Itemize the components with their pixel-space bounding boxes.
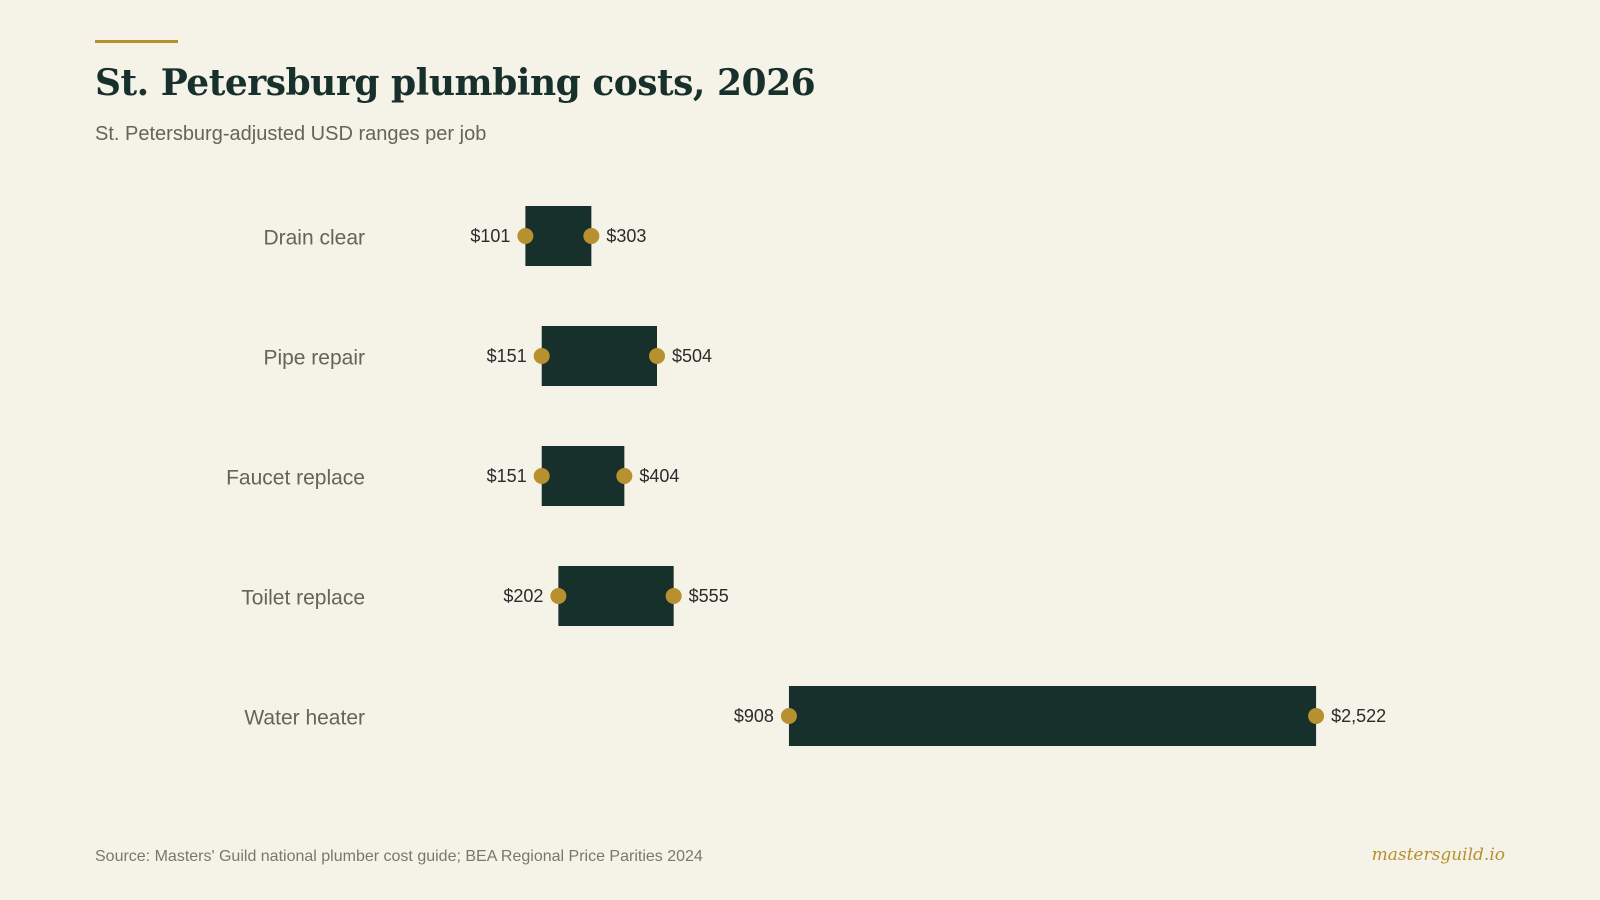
- high-value-label: $555: [689, 586, 729, 606]
- high-endpoint: [1308, 708, 1325, 724]
- high-endpoint: [583, 228, 600, 244]
- high-endpoint: [616, 468, 633, 484]
- low-value-label: $151: [487, 466, 527, 486]
- low-endpoint: [550, 588, 567, 604]
- high-endpoint: [665, 588, 682, 604]
- category-label: Faucet replace: [226, 467, 365, 490]
- accent-rule: [95, 40, 178, 43]
- source-note: Source: Masters' Guild national plumber …: [95, 848, 703, 865]
- low-endpoint: [533, 348, 550, 364]
- category-label: Drain clear: [263, 227, 365, 250]
- page-subtitle: St. Petersburg-adjusted USD ranges per j…: [95, 123, 487, 145]
- low-endpoint: [533, 468, 550, 484]
- high-value-label: $2,522: [1331, 706, 1386, 726]
- high-value-label: $303: [606, 226, 646, 246]
- high-endpoint: [649, 348, 666, 364]
- page-title: St. Petersburg plumbing costs, 2026: [95, 62, 816, 104]
- low-value-label: $151: [487, 346, 527, 366]
- category-label: Water heater: [244, 707, 365, 730]
- range-bar: [541, 446, 625, 506]
- range-bar: [788, 686, 1317, 746]
- high-value-label: $504: [672, 346, 712, 366]
- brand-link[interactable]: mastersguild.io: [1371, 845, 1505, 865]
- category-label: Pipe repair: [263, 347, 365, 370]
- high-value-label: $404: [639, 466, 679, 486]
- range-bar: [541, 326, 658, 386]
- low-value-label: $908: [734, 706, 774, 726]
- low-value-label: $202: [503, 586, 543, 606]
- range-bar: [525, 206, 592, 266]
- category-label: Toilet replace: [241, 587, 365, 610]
- low-endpoint: [780, 708, 797, 724]
- range-bar: [558, 566, 674, 626]
- low-endpoint: [517, 228, 534, 244]
- low-value-label: $101: [470, 226, 510, 246]
